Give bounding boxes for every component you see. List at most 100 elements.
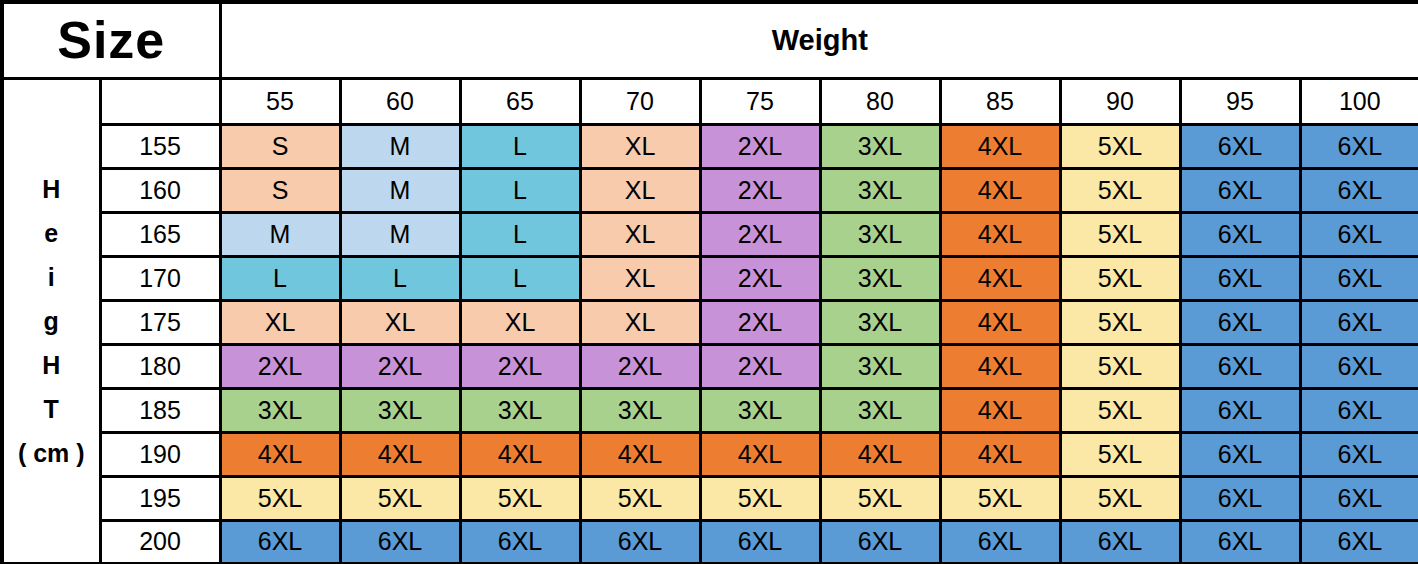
- size-cell: 3XL: [700, 388, 820, 432]
- height-row-header: 170: [100, 256, 220, 300]
- size-cell: 3XL: [460, 388, 580, 432]
- size-cell: 5XL: [1060, 300, 1180, 344]
- size-cell: XL: [580, 212, 700, 256]
- size-cell: 2XL: [700, 212, 820, 256]
- size-cell: 6XL: [580, 520, 700, 564]
- size-cell: 6XL: [1300, 476, 1418, 520]
- size-cell: 5XL: [1060, 168, 1180, 212]
- weight-column-header: 85: [940, 78, 1060, 124]
- size-cell: 6XL: [1180, 388, 1300, 432]
- size-cell: M: [340, 168, 460, 212]
- weight-column-header: 55: [220, 78, 340, 124]
- size-cell: 5XL: [340, 476, 460, 520]
- size-cell: M: [220, 212, 340, 256]
- empty-corner-cell: [100, 78, 220, 124]
- size-cell: 6XL: [1300, 256, 1418, 300]
- size-cell: 6XL: [1300, 124, 1418, 168]
- weight-column-header: 75: [700, 78, 820, 124]
- size-cell: 6XL: [1300, 300, 1418, 344]
- size-cell: 6XL: [1180, 300, 1300, 344]
- size-cell: 6XL: [1180, 476, 1300, 520]
- table-row: 1802XL2XL2XL2XL2XL3XL4XL5XL6XL6XL: [2, 344, 1418, 388]
- size-cell: 5XL: [700, 476, 820, 520]
- size-cell: 3XL: [340, 388, 460, 432]
- weight-column-header: 95: [1180, 78, 1300, 124]
- size-cell: 6XL: [220, 520, 340, 564]
- size-cell: 4XL: [580, 432, 700, 476]
- size-cell: 5XL: [1060, 476, 1180, 520]
- size-cell: 2XL: [220, 344, 340, 388]
- table-row: 2006XL6XL6XL6XL6XL6XL6XL6XL6XL6XL: [2, 520, 1418, 564]
- size-cell: 4XL: [340, 432, 460, 476]
- size-cell: 2XL: [700, 168, 820, 212]
- size-cell: 3XL: [580, 388, 700, 432]
- weight-axis-header: Weight: [220, 2, 1418, 78]
- size-cell: 6XL: [1300, 432, 1418, 476]
- size-cell: 3XL: [820, 124, 940, 168]
- size-cell: 3XL: [820, 168, 940, 212]
- height-row-header: 195: [100, 476, 220, 520]
- size-cell: 6XL: [820, 520, 940, 564]
- size-cell: 6XL: [1300, 344, 1418, 388]
- size-cell: 4XL: [700, 432, 820, 476]
- size-cell: XL: [580, 300, 700, 344]
- height-label-line: i: [4, 255, 99, 299]
- size-cell: 3XL: [820, 212, 940, 256]
- size-cell: 6XL: [1060, 520, 1180, 564]
- size-cell: 2XL: [580, 344, 700, 388]
- size-cell: 6XL: [1300, 388, 1418, 432]
- size-chart-table: Size Weight HeigHT( cm ) 556065707580859…: [0, 0, 1418, 564]
- size-cell: 5XL: [1060, 212, 1180, 256]
- size-cell: 4XL: [460, 432, 580, 476]
- weight-column-header: 60: [340, 78, 460, 124]
- height-row-header: 175: [100, 300, 220, 344]
- size-cell: 4XL: [820, 432, 940, 476]
- size-cell: 2XL: [700, 124, 820, 168]
- size-cell: 5XL: [220, 476, 340, 520]
- size-chart: Size Weight HeigHT( cm ) 556065707580859…: [0, 0, 1418, 564]
- size-cell: 2XL: [700, 344, 820, 388]
- height-row-header: 165: [100, 212, 220, 256]
- height-row-header: 200: [100, 520, 220, 564]
- table-row: 160SMLXL2XL3XL4XL5XL6XL6XL: [2, 168, 1418, 212]
- size-cell: 2XL: [460, 344, 580, 388]
- height-axis-label: HeigHT( cm ): [2, 78, 100, 564]
- weight-column-header: 100: [1300, 78, 1418, 124]
- size-cell: 5XL: [940, 476, 1060, 520]
- table-row: 1853XL3XL3XL3XL3XL3XL4XL5XL6XL6XL: [2, 388, 1418, 432]
- height-label-line: H: [4, 343, 99, 387]
- weight-column-header: 65: [460, 78, 580, 124]
- size-cell: XL: [220, 300, 340, 344]
- weight-column-header: 80: [820, 78, 940, 124]
- size-cell: 6XL: [1180, 520, 1300, 564]
- size-cell: L: [460, 124, 580, 168]
- weight-column-header: 90: [1060, 78, 1180, 124]
- size-cell: XL: [580, 256, 700, 300]
- size-cell: 5XL: [1060, 388, 1180, 432]
- size-cell: 3XL: [820, 388, 940, 432]
- size-cell: 3XL: [820, 300, 940, 344]
- size-cell: S: [220, 124, 340, 168]
- size-cell: 6XL: [1180, 344, 1300, 388]
- height-row-header: 190: [100, 432, 220, 476]
- size-cell: 6XL: [1300, 212, 1418, 256]
- table-row: 1904XL4XL4XL4XL4XL4XL4XL5XL6XL6XL: [2, 432, 1418, 476]
- size-cell: 3XL: [820, 344, 940, 388]
- size-cell: XL: [340, 300, 460, 344]
- size-cell: 5XL: [1060, 124, 1180, 168]
- height-label-line: g: [4, 299, 99, 343]
- table-row: 165MMLXL2XL3XL4XL5XL6XL6XL: [2, 212, 1418, 256]
- size-cell: 5XL: [820, 476, 940, 520]
- size-cell: 3XL: [220, 388, 340, 432]
- height-row-header: 185: [100, 388, 220, 432]
- size-cell: 5XL: [580, 476, 700, 520]
- size-cell: 4XL: [220, 432, 340, 476]
- size-cell: 2XL: [700, 300, 820, 344]
- size-cell: L: [460, 256, 580, 300]
- size-cell: 4XL: [940, 124, 1060, 168]
- height-label-line: H: [4, 167, 99, 211]
- size-cell: L: [460, 168, 580, 212]
- size-cell: 4XL: [940, 256, 1060, 300]
- table-row: 175XLXLXLXL2XL3XL4XL5XL6XL6XL: [2, 300, 1418, 344]
- height-label-line: T: [4, 387, 99, 431]
